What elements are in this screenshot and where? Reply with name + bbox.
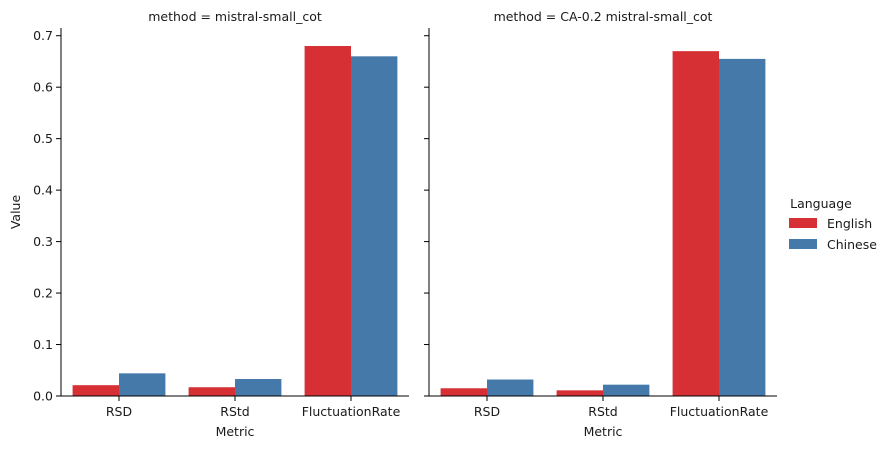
bar-chinese-fluctuationrate: [719, 58, 766, 397]
panel-2-title: method = CA-0.2 mistral-small_cot: [494, 9, 713, 24]
y-axis-label: Value: [8, 195, 23, 230]
y-tick-label: 0.3: [33, 234, 53, 249]
legend-swatch-chinese: [789, 239, 817, 249]
panel-1-x-axis-label: Metric: [216, 424, 255, 439]
bar-english-fluctuationrate: [672, 51, 719, 397]
x-tick-label: RSD: [106, 404, 132, 419]
y-tick-label: 0.6: [33, 80, 53, 95]
panel-2-y-ticks: [424, 35, 429, 397]
panel-1-y-ticks: 0.0 0.1 0.2 0.3 0.4 0.5 0.6 0.7: [33, 28, 61, 404]
panel-1-x-ticks: RSD RStd FluctuationRate: [106, 396, 401, 419]
x-tick-label: RStd: [588, 404, 617, 419]
y-tick-label: 0.1: [33, 337, 53, 352]
bar-chinese-rsd: [487, 379, 534, 396]
legend-title: Language: [790, 196, 852, 211]
panel-2: method = CA-0.2 mistral-small_cot RSD RSt…: [424, 9, 777, 439]
y-tick-label: 0.2: [33, 286, 53, 301]
legend-swatch-english: [789, 218, 817, 228]
panel-1: method = mistral-small_cot 0.00.10.20.30…: [33, 9, 409, 439]
x-tick-label: FluctuationRate: [670, 404, 769, 419]
panel-1-title: method = mistral-small_cot: [148, 9, 322, 24]
bar-english-rstd: [556, 390, 603, 396]
panel-1-bars: [72, 46, 398, 397]
panel-2-x-axis-label: Metric: [584, 424, 623, 439]
bar-chinese-rstd: [603, 384, 650, 396]
legend-label-english: English: [827, 216, 872, 231]
panel-2-x-ticks: RSD RStd FluctuationRate: [474, 396, 769, 419]
panel-2-bars: [440, 51, 766, 397]
bar-english-rsd: [440, 388, 487, 396]
x-tick-label: RStd: [220, 404, 249, 419]
bar-chinese-fluctuationrate: [351, 56, 398, 397]
bar-chinese-rstd: [235, 379, 282, 396]
y-tick-label: 0.0: [33, 389, 53, 404]
y-tick-label: 0.4: [33, 183, 53, 198]
y-tick-label: 0.5: [33, 131, 53, 146]
x-tick-label: RSD: [474, 404, 500, 419]
legend-label-chinese: Chinese: [827, 237, 877, 252]
y-tick-label: 0.7: [33, 28, 53, 43]
bar-english-rstd: [188, 387, 235, 396]
legend: Language English Chinese: [789, 196, 877, 252]
x-tick-label: FluctuationRate: [302, 404, 401, 419]
bar-chinese-rsd: [119, 373, 166, 396]
bar-english-fluctuationrate: [304, 46, 351, 397]
bar-english-rsd: [72, 385, 119, 396]
